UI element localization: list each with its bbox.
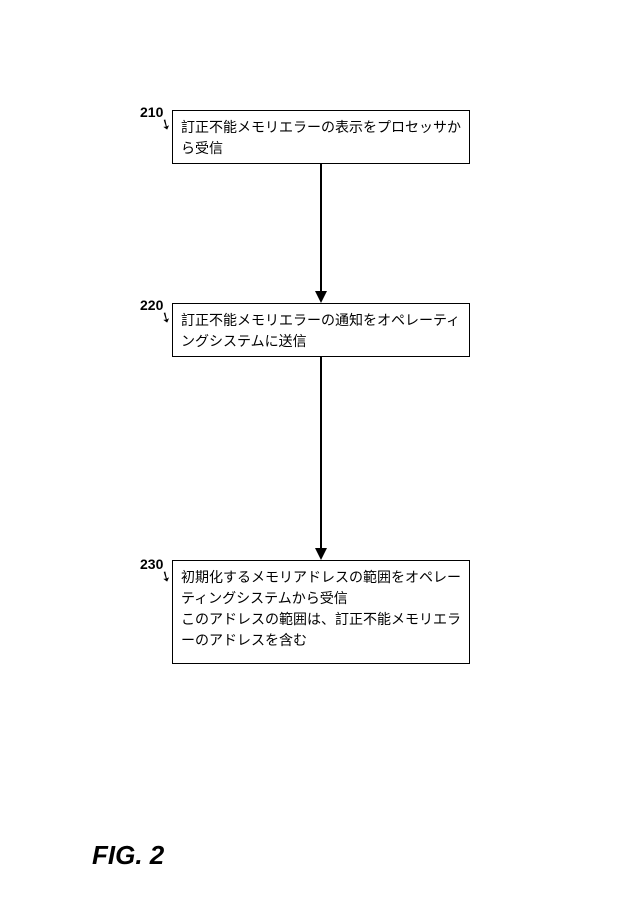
arrow-line	[320, 164, 322, 291]
arrow-line	[320, 357, 322, 548]
arrow-head-icon	[315, 291, 327, 303]
node-text-230: 初期化するメモリアドレスの範囲をオペレーティングシステムから受信 このアドレスの…	[181, 569, 461, 648]
node-220: 訂正不能メモリエラーの通知をオペレーティングシステムに送信	[172, 303, 470, 357]
node-label-220: 220	[140, 297, 163, 313]
node-label-230: 230	[140, 556, 163, 572]
edge-210-220	[320, 164, 322, 303]
edge-220-230	[320, 357, 322, 560]
figure-label: FIG. 2	[92, 840, 164, 871]
arrow-head-icon	[315, 548, 327, 560]
node-text-210: 訂正不能メモリエラーの表示をプロセッサから受信	[181, 119, 461, 156]
node-text-220: 訂正不能メモリエラーの通知をオペレーティングシステムに送信	[181, 312, 460, 349]
node-210: 訂正不能メモリエラーの表示をプロセッサから受信	[172, 110, 470, 164]
node-230: 初期化するメモリアドレスの範囲をオペレーティングシステムから受信 このアドレスの…	[172, 560, 470, 664]
node-label-210: 210	[140, 104, 163, 120]
